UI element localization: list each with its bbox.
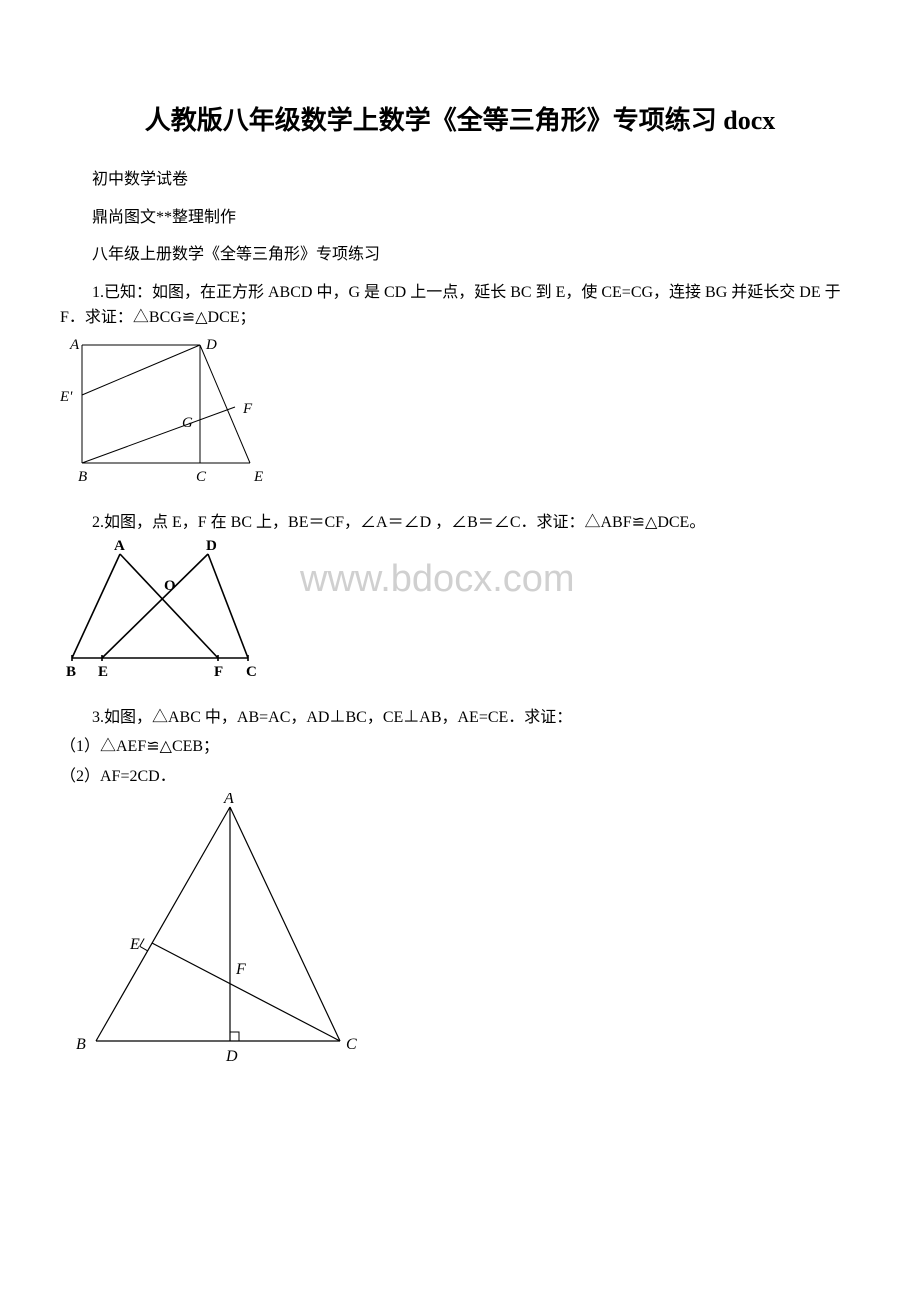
doc-title: 人教版八年级数学上数学《全等三角形》专项练习 docx xyxy=(60,100,860,137)
svg-text:E': E' xyxy=(60,389,73,405)
svg-text:F: F xyxy=(214,664,223,680)
svg-text:D: D xyxy=(206,540,217,554)
problem-3: 3.如图，△ABC 中，AB=AC，AD⊥BC，CE⊥AB，AE=CE．求证： xyxy=(60,705,860,731)
problem-1: 1.已知：如图，在正方形 ABCD 中，G 是 CD 上一点，延长 BC 到 E… xyxy=(60,280,860,331)
problem-1-figure: A D B C E G E' F xyxy=(60,335,860,490)
problem-3-text: 3.如图，△ABC 中，AB=AC，AD⊥BC，CE⊥AB，AE=CE．求证： xyxy=(60,705,860,731)
svg-text:B: B xyxy=(76,1036,86,1053)
svg-text:C: C xyxy=(246,664,257,680)
intro-line-1: 初中数学试卷 xyxy=(60,167,860,193)
svg-text:C: C xyxy=(346,1036,357,1053)
problem-2: 2.如图，点 E，F 在 BC 上，BE＝CF，∠A＝∠D ，∠B＝∠C．求证：… xyxy=(60,510,860,536)
svg-text:D: D xyxy=(205,337,217,353)
problem-3-sub1: （1）△AEF≌△CEB； xyxy=(60,734,860,760)
svg-text:B: B xyxy=(78,469,87,485)
problem-3-figure: A B C D E F xyxy=(60,793,860,1078)
watermark-text: www.bdocx.com xyxy=(300,558,575,601)
svg-text:E: E xyxy=(129,936,140,953)
problem-2-text: 2.如图，点 E，F 在 BC 上，BE＝CF，∠A＝∠D ，∠B＝∠C．求证：… xyxy=(60,510,860,536)
svg-text:A: A xyxy=(69,337,80,353)
svg-text:A: A xyxy=(223,793,234,807)
problem-1-text: 1.已知：如图，在正方形 ABCD 中，G 是 CD 上一点，延长 BC 到 E… xyxy=(60,280,860,331)
problem-3-sub2: （2）AF=2CD． xyxy=(60,764,860,790)
svg-text:F: F xyxy=(235,961,246,978)
svg-text:B: B xyxy=(66,664,76,680)
intro-line-2: 鼎尚图文**整理制作 xyxy=(60,205,860,231)
svg-text:F: F xyxy=(242,401,253,417)
intro-line-3: 八年级上册数学《全等三角形》专项练习 xyxy=(60,242,860,268)
svg-text:A: A xyxy=(114,540,125,554)
svg-text:E: E xyxy=(98,664,108,680)
problem-2-figure: www.bdocx.com A D O B E F C xyxy=(60,540,860,685)
svg-text:D: D xyxy=(225,1048,238,1065)
svg-text:O: O xyxy=(164,578,176,594)
svg-text:E: E xyxy=(253,469,263,485)
svg-text:G: G xyxy=(182,415,193,431)
svg-text:C: C xyxy=(196,469,207,485)
